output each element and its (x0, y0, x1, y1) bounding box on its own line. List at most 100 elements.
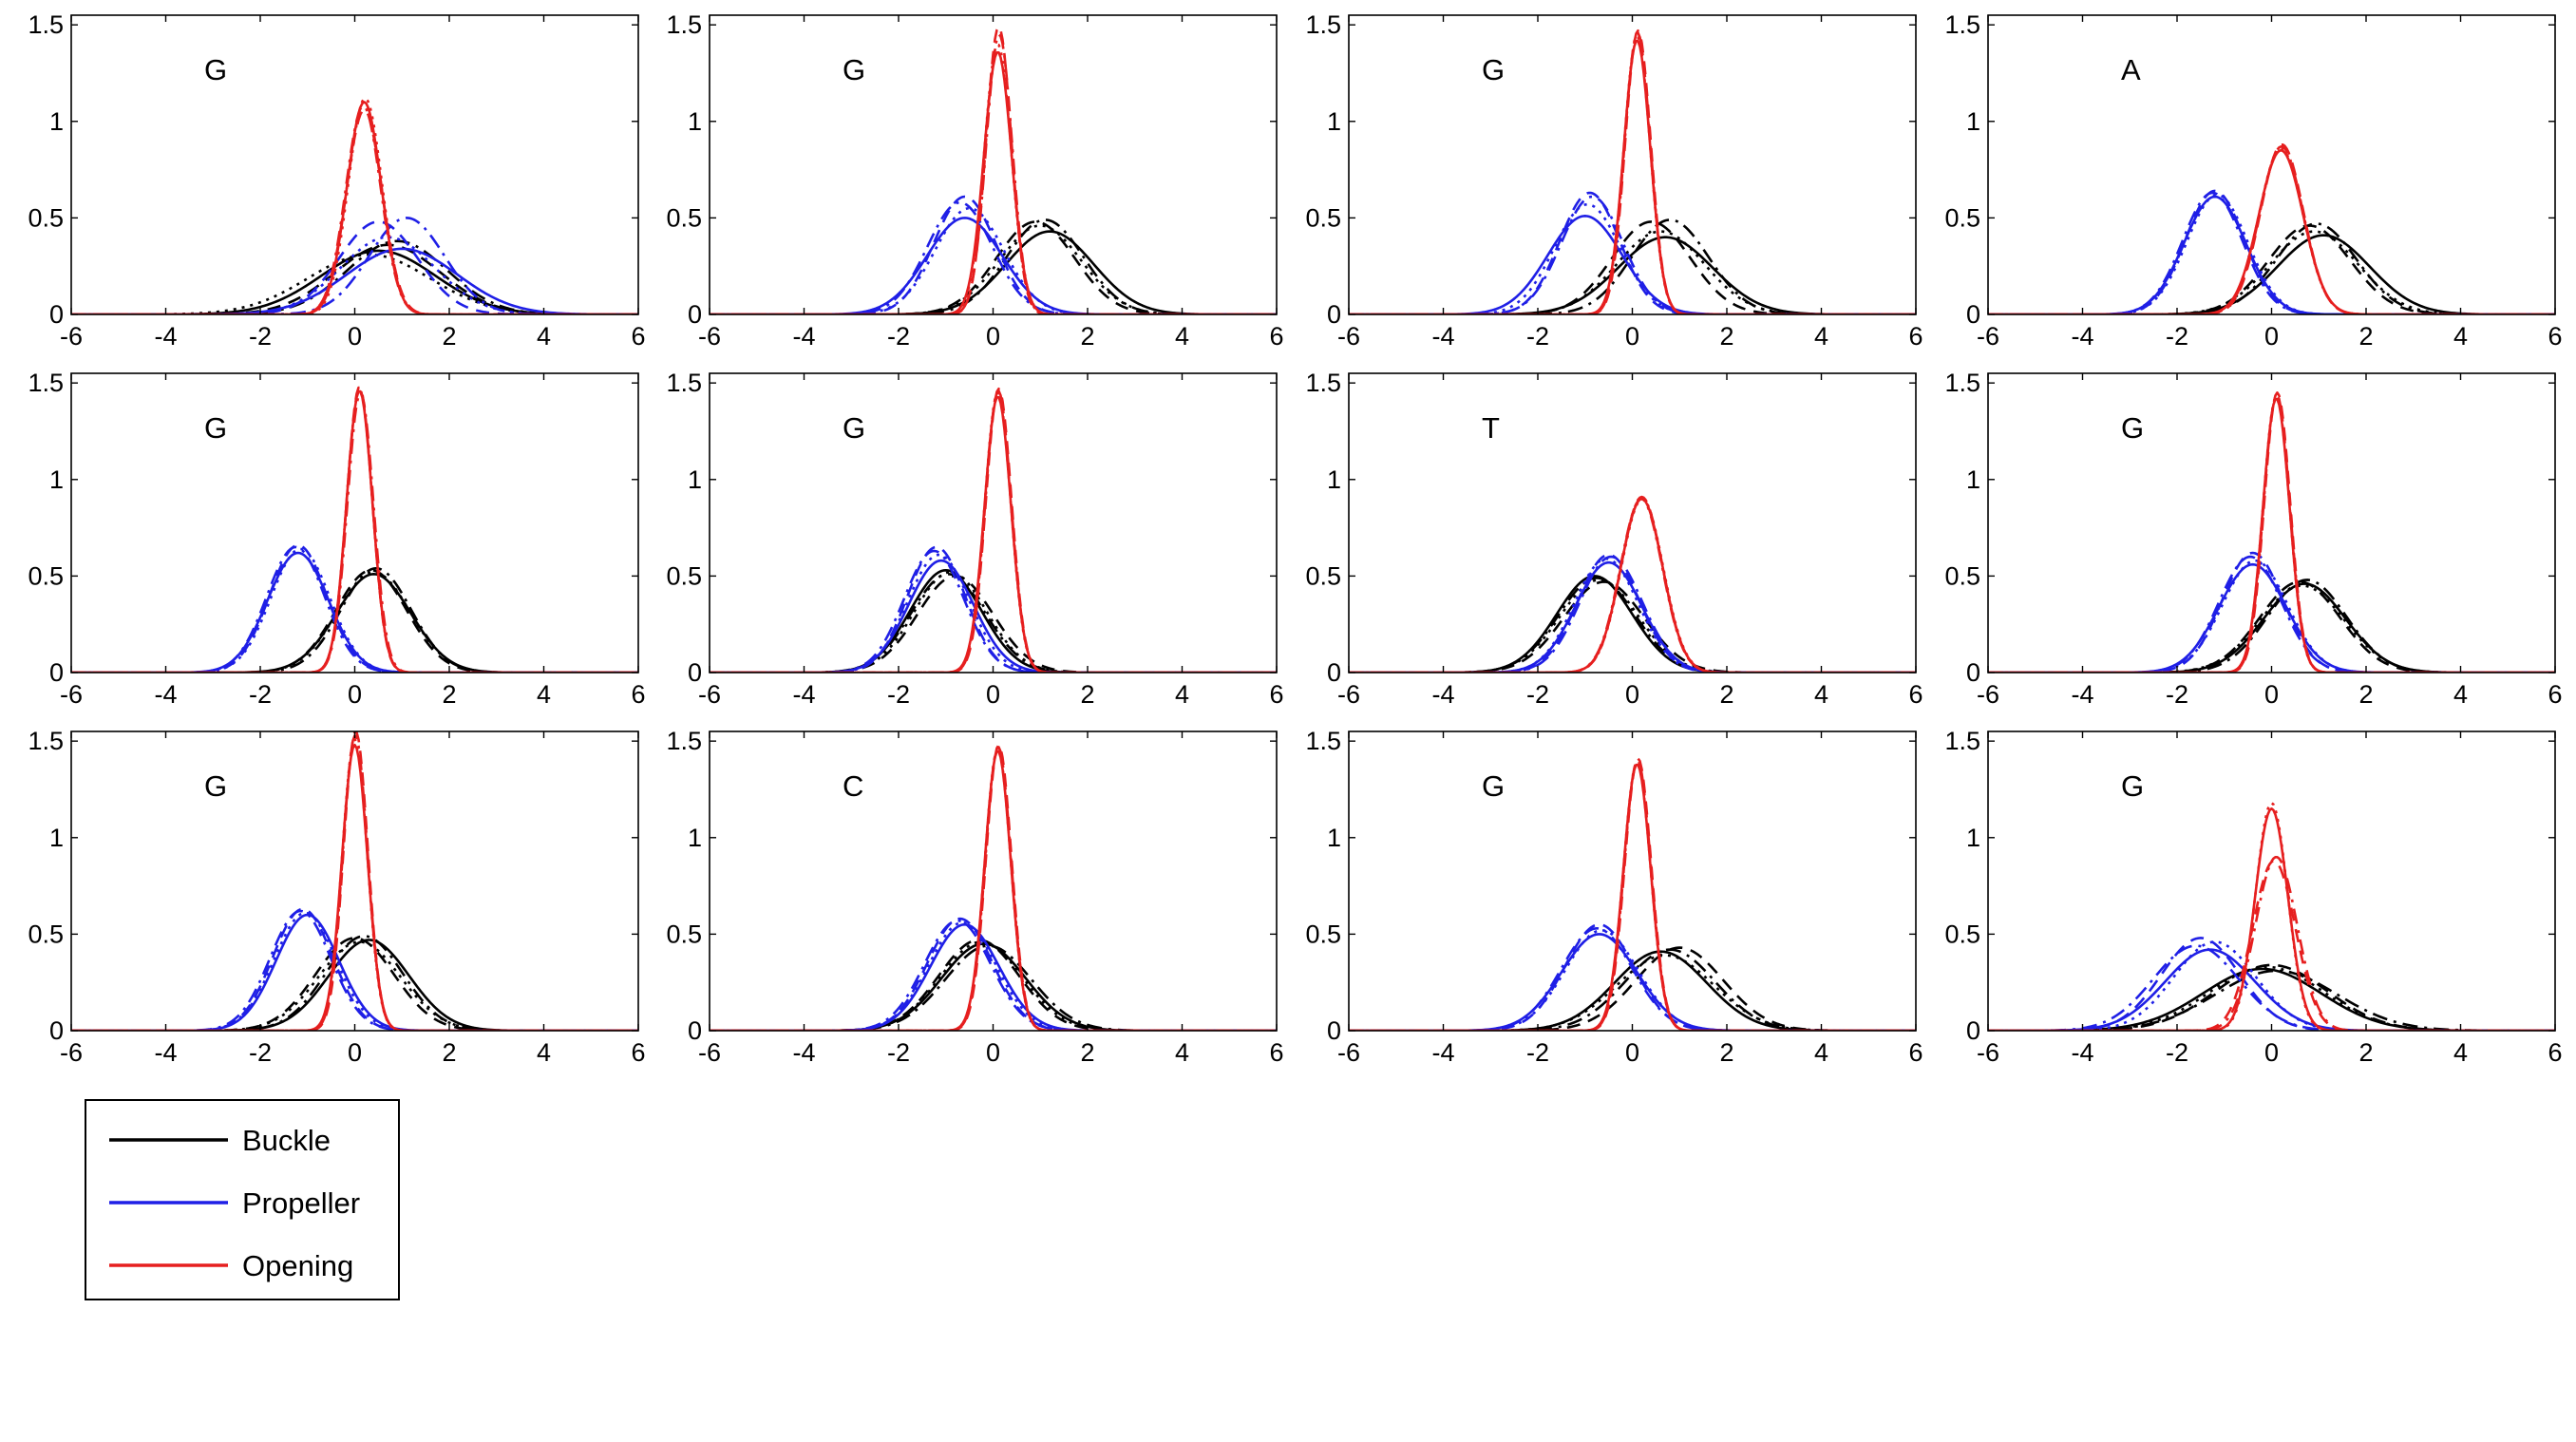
x-tick-label: -4 (1431, 1038, 1454, 1067)
x-tick-label: 2 (442, 322, 456, 351)
y-tick-label: 1.5 (666, 369, 702, 397)
x-tick-label: 0 (986, 1038, 1000, 1067)
x-tick-label: 2 (1719, 322, 1733, 351)
x-tick-label: -6 (698, 322, 721, 351)
curve-opening-dashdot (71, 391, 638, 673)
x-tick-label: -4 (2071, 1038, 2093, 1067)
x-tick-label: 2 (2358, 322, 2373, 351)
y-tick-label: 1.5 (1305, 10, 1341, 39)
panel-label: T (1482, 411, 1500, 445)
x-tick-label: 2 (2358, 680, 2373, 709)
x-tick-label: 4 (1814, 322, 1828, 351)
x-tick-label: 2 (1080, 1038, 1094, 1067)
curve-opening-dashdot (710, 33, 1277, 314)
x-tick-label: 2 (1719, 1038, 1733, 1067)
y-tick-label: 0.5 (666, 203, 702, 232)
y-tick-label: 1.5 (1305, 727, 1341, 755)
x-tick-label: 6 (1908, 1038, 1923, 1067)
x-tick-label: 2 (1080, 680, 1094, 709)
curve-buckle-dashdot (71, 935, 638, 1031)
x-tick-label: 0 (348, 1038, 362, 1067)
x-tick-label: -2 (249, 680, 272, 709)
x-tick-label: -4 (1431, 322, 1454, 351)
x-tick-label: -4 (792, 1038, 815, 1067)
panel-1: -6 -4 -2 0 2 4 6 0 0.5 1 1.5 G (28, 10, 645, 351)
curve-opening-solid (71, 743, 638, 1031)
y-tick-label: 1.5 (1944, 369, 1980, 397)
x-tick-label: 4 (1175, 322, 1189, 351)
x-tick-label: -6 (698, 1038, 721, 1067)
x-tick-label: -6 (698, 680, 721, 709)
curve-propeller-dotted (1349, 557, 1916, 673)
x-tick-label: -4 (792, 322, 815, 351)
x-tick-label: 4 (537, 322, 551, 351)
curve-opening-dashdot (1988, 393, 2555, 673)
y-tick-label: 1 (1966, 465, 1980, 494)
panel-label: A (2121, 53, 2141, 86)
panel-label: G (204, 53, 227, 86)
panel-3: -6 -4 -2 0 2 4 6 0 0.5 1 1.5 G (1305, 10, 1923, 351)
y-tick-label: 0 (688, 658, 702, 687)
x-tick-label: -2 (887, 1038, 910, 1067)
curve-propeller-dashdot (1349, 195, 1916, 314)
x-tick-label: 2 (2358, 1038, 2373, 1067)
y-tick-label: 1.5 (666, 727, 702, 755)
x-tick-label: 0 (986, 322, 1000, 351)
panel-8: -6 -4 -2 0 2 4 6 0 0.5 1 1.5 G (1944, 369, 2562, 709)
x-tick-label: -4 (792, 680, 815, 709)
panel-7: -6 -4 -2 0 2 4 6 0 0.5 1 1.5 T (1305, 369, 1923, 709)
curve-buckle-dotted (71, 940, 638, 1031)
panel-label: G (1482, 53, 1505, 86)
x-tick-label: -6 (60, 322, 83, 351)
y-tick-label: 1 (1966, 824, 1980, 852)
curve-propeller-dashed (1988, 551, 2555, 673)
x-tick-label: 0 (1625, 680, 1639, 709)
x-tick-label: 0 (2264, 322, 2279, 351)
x-tick-label: -6 (1977, 1038, 1999, 1067)
y-tick-label: 0.5 (1305, 920, 1341, 948)
y-tick-label: 0 (688, 300, 702, 329)
x-tick-label: 4 (537, 1038, 551, 1067)
legend-label-buckle: Buckle (242, 1124, 331, 1157)
panel-2: -6 -4 -2 0 2 4 6 0 0.5 1 1.5 G (666, 10, 1283, 351)
y-tick-label: 1 (49, 824, 64, 852)
y-tick-label: 1 (688, 465, 702, 494)
x-tick-label: -2 (1526, 1038, 1549, 1067)
x-tick-label: 4 (537, 680, 551, 709)
x-tick-label: -2 (1526, 322, 1549, 351)
x-tick-label: 0 (2264, 680, 2279, 709)
x-tick-label: 6 (631, 322, 645, 351)
legend: Buckle Propeller Opening (85, 1099, 400, 1300)
x-tick-label: 0 (2264, 1038, 2279, 1067)
x-tick-label: -4 (1431, 680, 1454, 709)
panel-label: G (843, 53, 865, 86)
curve-buckle-dashed (1988, 580, 2555, 673)
curve-propeller-solid (710, 922, 1277, 1031)
x-tick-label: -4 (154, 1038, 177, 1067)
x-tick-label: 2 (1719, 680, 1733, 709)
curve-propeller-solid (71, 913, 638, 1031)
y-tick-label: 1 (1966, 107, 1980, 136)
x-tick-label: 4 (2453, 322, 2468, 351)
y-tick-label: 1.5 (28, 10, 64, 39)
panel-label: C (843, 769, 863, 803)
panel-label: G (1482, 769, 1505, 803)
x-tick-label: 6 (2548, 322, 2562, 351)
x-tick-label: -2 (249, 1038, 272, 1067)
y-tick-label: 0.5 (666, 920, 702, 948)
panel-label: G (2121, 411, 2144, 445)
x-tick-label: -6 (1337, 322, 1360, 351)
y-tick-label: 0 (1327, 1016, 1341, 1045)
y-tick-label: 1.5 (1944, 727, 1980, 755)
curve-opening-dotted (71, 737, 638, 1031)
x-tick-label: 0 (348, 680, 362, 709)
x-tick-label: -6 (1977, 680, 1999, 709)
panels: -6 -4 -2 0 2 4 6 0 0.5 1 1.5 G -6 -4 -2 0 2 4 6 0 0.5 1 1.5 G -6… (28, 10, 2562, 1067)
y-tick-label: 0 (49, 1016, 64, 1045)
panel-label: G (204, 411, 227, 445)
x-tick-label: -6 (60, 680, 83, 709)
curve-opening-solid (71, 101, 638, 314)
y-tick-label: 0.5 (666, 561, 702, 590)
